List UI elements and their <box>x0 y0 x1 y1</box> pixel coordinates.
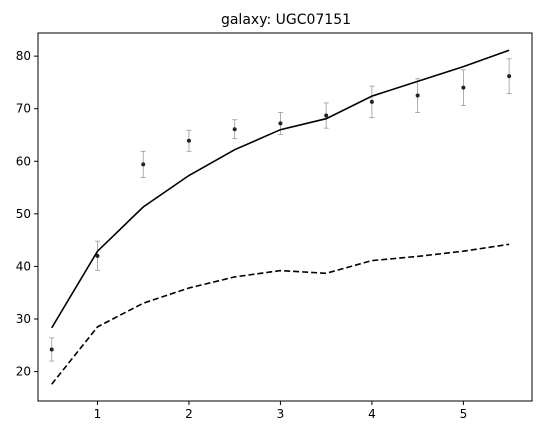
data-point <box>186 138 191 143</box>
x-tick-label: 1 <box>94 407 102 421</box>
x-tick-label: 5 <box>460 407 468 421</box>
y-tick-label: 70 <box>16 102 31 116</box>
data-point <box>278 121 283 126</box>
data-point <box>232 127 237 132</box>
data-point <box>461 85 466 90</box>
data-point <box>49 347 54 352</box>
y-tick-label: 20 <box>16 365 31 379</box>
data-point <box>507 74 512 79</box>
y-tick-label: 30 <box>16 312 31 326</box>
series-line-dashed <box>51 243 510 385</box>
x-tick-label: 4 <box>368 407 376 421</box>
y-tick-label: 50 <box>16 207 31 221</box>
data-point <box>369 99 374 104</box>
x-axis: 1 2 3 4 5 <box>94 401 468 421</box>
y-axis: 20 30 40 50 60 70 80 <box>16 49 38 379</box>
y-tick-label: 80 <box>16 49 31 63</box>
y-tick-label: 40 <box>16 259 31 273</box>
x-tick-label: 2 <box>185 407 193 421</box>
y-tick-label: 60 <box>16 154 31 168</box>
chart-title: galaxy: UGC07151 <box>221 12 351 28</box>
plot-area <box>49 49 512 385</box>
data-point <box>415 93 420 98</box>
series-line-solid <box>51 49 510 329</box>
x-tick-label: 3 <box>277 407 285 421</box>
data-point <box>324 113 329 118</box>
data-point <box>95 253 100 258</box>
axes-frame <box>37 32 533 402</box>
data-point <box>141 162 146 167</box>
